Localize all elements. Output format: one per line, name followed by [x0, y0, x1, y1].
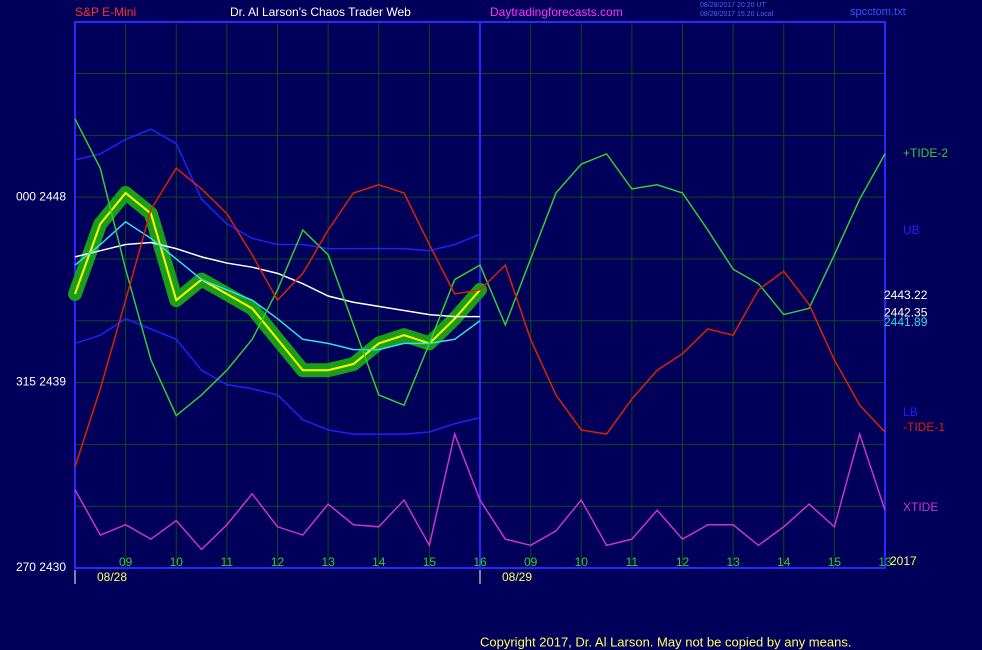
series-label: UB: [903, 223, 920, 237]
series-line: [74, 128, 481, 252]
series-label: -TIDE-1: [903, 420, 945, 434]
timestamp-ut: 08/28/2017 20:20 UT: [700, 2, 766, 9]
x-tick-label: 11: [626, 555, 639, 569]
series-line: [74, 431, 886, 551]
site-title: Dr. Al Larson's Chaos Trader Web: [230, 5, 411, 19]
price-label: 2443.22: [884, 288, 928, 302]
date-label: 08/28: [97, 570, 127, 584]
x-tick-label: 13: [321, 555, 335, 569]
date-label: 08/29: [502, 570, 532, 584]
copyright: Copyright 2017, Dr. Al Larson. May not b…: [480, 634, 851, 649]
price-label: 2441.89: [884, 315, 928, 329]
x-tick-label: 14: [372, 555, 386, 569]
x-tick-label: 13: [726, 555, 740, 569]
x-tick-label: 12: [676, 555, 690, 569]
series-label: XTIDE: [903, 500, 938, 514]
series-label: LB: [903, 405, 918, 419]
series-line: [74, 191, 481, 372]
x-tick-label: 14: [777, 555, 791, 569]
y-tick-label: 270 2430: [16, 560, 66, 574]
price-label: 2442.35: [884, 306, 928, 320]
x-tick-label: 16: [473, 555, 487, 569]
x-tick-label: 10: [170, 555, 184, 569]
x-tick-label: 11: [221, 555, 234, 569]
series-line: [74, 317, 481, 435]
x-tick-label: 09: [524, 555, 538, 569]
symbol: S&P E-Mini: [75, 5, 136, 19]
series-line: [74, 241, 480, 318]
y-tick-label: 000 2448: [16, 189, 66, 203]
x-tick-label: 15: [828, 555, 842, 569]
series-line: [74, 118, 886, 417]
y-tick-label: 315 2439: [16, 375, 66, 389]
file-name: spcctom.txt: [850, 6, 906, 18]
x-tick-label: 09: [119, 555, 133, 569]
series-line: [74, 167, 886, 468]
series-line: [74, 220, 481, 351]
x-tick-label: 15: [423, 555, 437, 569]
x-tick-label: 13: [878, 555, 892, 569]
x-tick-label: 10: [575, 555, 589, 569]
x-tick-label: 12: [271, 555, 285, 569]
year-label: 2017: [890, 554, 917, 568]
site-url: Daytradingforecasts.com: [490, 5, 623, 19]
timestamp-local: 08/28/2017 15:20 Local: [700, 11, 774, 18]
series-label: +TIDE-2: [903, 146, 948, 160]
